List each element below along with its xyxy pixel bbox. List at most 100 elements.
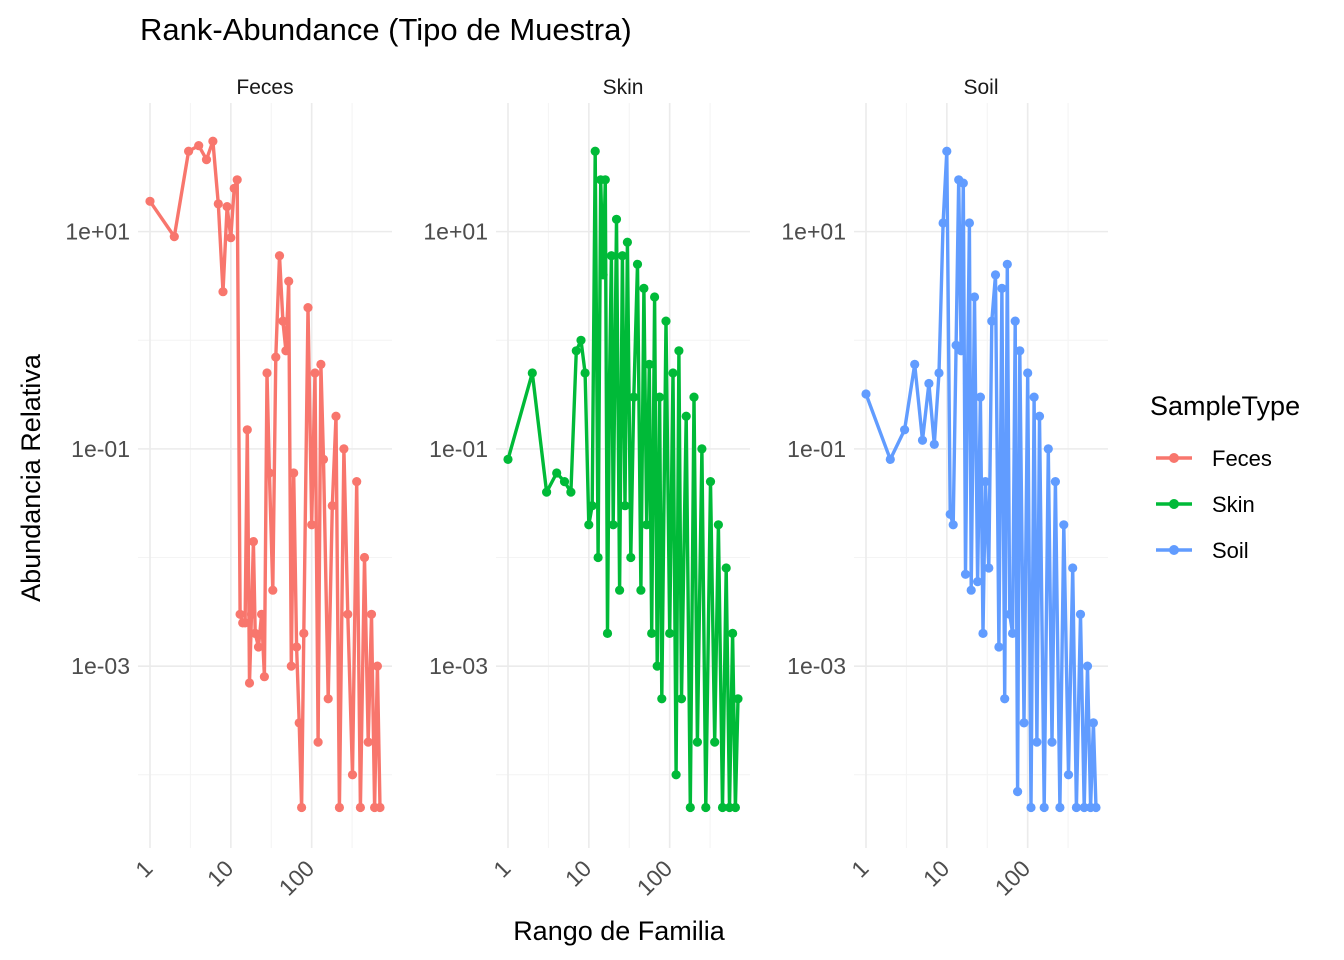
- data-point: [145, 196, 155, 206]
- data-point: [665, 628, 675, 639]
- data-point: [1091, 802, 1101, 813]
- data-point: [885, 454, 895, 464]
- data-point: [375, 802, 385, 813]
- x-tick-label: 100: [274, 855, 320, 901]
- data-point: [1029, 392, 1039, 402]
- y-tick-label: 1e-01: [71, 436, 130, 462]
- data-point: [1071, 802, 1081, 813]
- data-point: [966, 585, 976, 595]
- data-point: [268, 585, 278, 595]
- data-point: [997, 283, 1007, 293]
- data-point: [1043, 444, 1053, 454]
- data-point: [313, 737, 323, 747]
- chart-title: Rank-Abundance (Tipo de Muestra): [140, 12, 632, 47]
- x-tick-label: 100: [632, 855, 678, 901]
- data-point: [303, 303, 313, 313]
- data-point: [289, 468, 299, 478]
- data-point: [697, 444, 707, 454]
- data-point: [259, 672, 269, 682]
- data-point: [1008, 628, 1018, 639]
- data-point: [334, 802, 344, 813]
- data-point: [1039, 802, 1049, 813]
- data-point: [956, 346, 966, 356]
- facet-label: Skin: [603, 76, 644, 99]
- data-point: [655, 392, 665, 402]
- data-point: [721, 563, 731, 573]
- data-point: [730, 802, 741, 813]
- data-point: [1068, 563, 1078, 573]
- facet-panels: Feces 1e-03 1e-01 1e+01 1 10 100 Skin 1e-03 1e-01…: [65, 76, 1108, 901]
- data-point: [945, 509, 955, 519]
- data-point: [938, 218, 948, 228]
- data-point: [629, 392, 639, 402]
- facet-label: Feces: [236, 76, 293, 99]
- facet-panel-soil: Soil 1e-03 1e-01 1e+01 1 10 100: [781, 76, 1108, 901]
- data-point: [284, 276, 294, 286]
- data-point: [278, 316, 288, 326]
- data-point: [978, 628, 988, 639]
- data-point: [339, 444, 349, 454]
- data-point: [689, 392, 699, 402]
- data-point: [705, 477, 716, 487]
- data-point: [1023, 368, 1033, 378]
- data-point: [331, 411, 341, 421]
- data-point: [292, 642, 302, 652]
- x-tick-label: 1: [488, 855, 515, 882]
- legend-items: Feces Skin Soil: [1156, 446, 1272, 563]
- data-point: [942, 146, 952, 156]
- data-point: [717, 802, 728, 813]
- legend-label: Soil: [1212, 538, 1249, 563]
- data-point: [355, 802, 365, 813]
- data-point: [299, 628, 309, 639]
- data-point: [218, 287, 228, 297]
- data-point: [958, 178, 968, 188]
- data-point: [713, 520, 724, 530]
- data-point: [962, 378, 973, 389]
- data-point: [636, 585, 646, 595]
- data-point: [250, 628, 260, 639]
- data-point: [527, 368, 537, 378]
- x-tick-label: 10: [560, 855, 596, 891]
- data-point: [1075, 609, 1086, 619]
- data-point: [644, 359, 654, 369]
- data-point: [681, 411, 691, 421]
- data-point: [1050, 477, 1060, 487]
- x-tick-label: 1: [130, 855, 157, 882]
- data-point: [608, 520, 618, 530]
- data-point: [861, 389, 871, 399]
- y-tick-label: 1e-01: [429, 436, 488, 462]
- data-point: [343, 609, 353, 619]
- data-point: [274, 251, 285, 261]
- data-point: [257, 609, 267, 619]
- data-point: [559, 477, 570, 487]
- data-point: [602, 628, 613, 639]
- data-point: [701, 802, 711, 813]
- data-point: [617, 251, 628, 261]
- y-tick-label: 1e+01: [423, 219, 488, 245]
- data-point: [676, 694, 687, 704]
- y-tick-label: 1e-03: [787, 653, 846, 679]
- y-tick-label: 1e+01: [781, 219, 846, 245]
- data-point: [352, 477, 362, 487]
- series-line-soil: [864, 149, 1098, 810]
- data-point: [900, 425, 910, 435]
- data-point: [626, 552, 636, 563]
- data-point: [1026, 802, 1036, 813]
- data-point: [1000, 694, 1010, 704]
- x-tick-label: 1: [846, 855, 873, 882]
- data-point: [910, 359, 920, 369]
- data-point: [674, 346, 684, 356]
- data-point: [316, 359, 326, 369]
- data-point: [593, 552, 603, 563]
- data-point: [281, 346, 291, 356]
- data-point: [587, 501, 597, 511]
- data-point: [359, 552, 370, 563]
- data-point: [253, 642, 264, 652]
- x-tick-label: 10: [202, 855, 238, 891]
- legend-item-skin: Skin: [1156, 492, 1255, 517]
- data-point: [960, 569, 971, 579]
- data-point: [194, 141, 204, 151]
- legend-key-point: [1169, 499, 1179, 509]
- data-point: [294, 718, 304, 728]
- data-point: [973, 577, 983, 587]
